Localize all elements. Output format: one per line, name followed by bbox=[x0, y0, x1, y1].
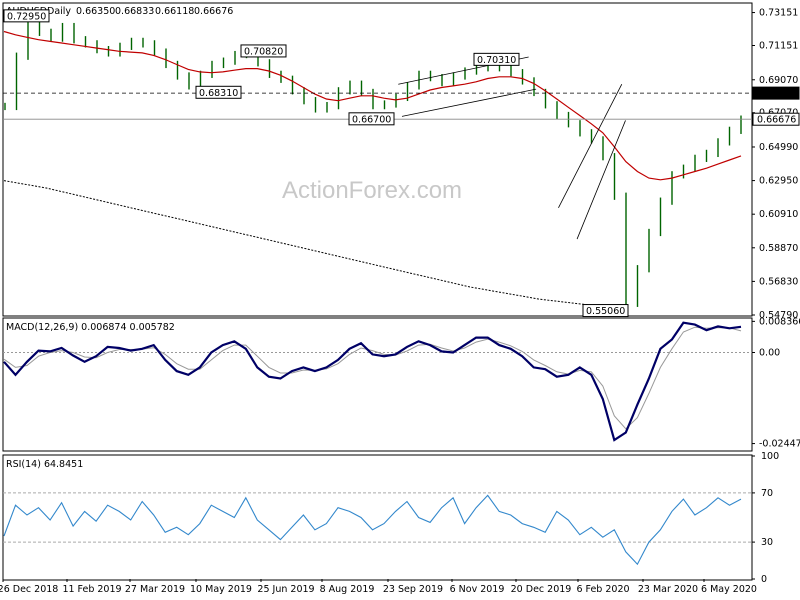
watermark: ActionForex.com bbox=[282, 177, 462, 204]
annotation-label: 0.66700 bbox=[352, 114, 391, 125]
annotation-box bbox=[582, 304, 629, 318]
x-tick-label: 11 Feb 2019 bbox=[62, 584, 121, 595]
rsi-line bbox=[3, 494, 742, 566]
x-tick-label: 23 Mar 2020 bbox=[638, 584, 698, 595]
long-ma-line bbox=[3, 180, 611, 308]
annotation-box bbox=[195, 85, 242, 99]
annotation-box bbox=[348, 112, 395, 126]
trend-line bbox=[558, 84, 623, 208]
price-tick-label: 0.62950 bbox=[759, 176, 798, 187]
x-tick-label: 6 Nov 2019 bbox=[450, 584, 505, 595]
rsi-tick-label: 0 bbox=[761, 574, 767, 585]
macd-tick-label: 0.008366 bbox=[759, 316, 800, 327]
high-value: 0.66833 bbox=[115, 6, 154, 17]
x-tick-label: 8 Aug 2019 bbox=[320, 584, 375, 595]
price-tick-label: 0.56830 bbox=[759, 276, 798, 287]
price-annotations: 0.72950 0.70820 0.68310 0.66700 0.70310 0.550… bbox=[3, 9, 629, 318]
annotation-box bbox=[3, 9, 50, 23]
macd-tick-label: 0.00 bbox=[759, 347, 780, 358]
price-tag-label: 0.68260 bbox=[757, 89, 796, 100]
annotation-box bbox=[240, 44, 287, 58]
price-tick-label: 0.73151 bbox=[759, 8, 798, 19]
x-tick-label: 6 May 2020 bbox=[701, 584, 757, 595]
low-value: 0.66118 bbox=[155, 6, 194, 17]
annotation-label: 0.55060 bbox=[586, 306, 625, 317]
price-tag-box bbox=[752, 112, 800, 126]
close-value: 0.66676 bbox=[194, 6, 233, 17]
price-tick-label: 0.58870 bbox=[759, 243, 798, 254]
macd-main-line bbox=[3, 321, 742, 442]
annotation-label: 0.70310 bbox=[477, 55, 516, 66]
x-tick-label: 20 Dec 2019 bbox=[511, 584, 572, 595]
price-tick-label: 0.64990 bbox=[759, 142, 798, 153]
trend-line bbox=[401, 88, 537, 117]
price-tag-label: 0.66676 bbox=[757, 115, 796, 126]
rsi-tick-label: 30 bbox=[761, 537, 773, 548]
rsi-tick-label: 70 bbox=[761, 488, 773, 499]
price-tick-label: 0.71151 bbox=[759, 40, 798, 51]
price-tick-label: 0.60910 bbox=[759, 209, 798, 220]
x-axis-labels: 26 Dec 2018 11 Feb 2019 27 Mar 2019 10 May … bbox=[0, 579, 757, 595]
open-value: 0.66350 bbox=[76, 6, 115, 17]
rsi-lines bbox=[3, 494, 742, 566]
x-tick-label: 23 Sep 2019 bbox=[383, 584, 443, 595]
macd-label: MACD(12,26,9) 0.006874 0.005782 bbox=[6, 322, 175, 333]
macd-lines bbox=[3, 321, 742, 442]
price-panel-frame bbox=[2, 2, 753, 317]
annotation-label: 0.70820 bbox=[244, 46, 283, 57]
rsi-tick-label: 100 bbox=[761, 451, 779, 462]
price-tag-box bbox=[752, 86, 800, 100]
x-tick-label: 25 Jun 2019 bbox=[257, 584, 314, 595]
price-tick-label: 0.54790 bbox=[759, 310, 798, 321]
trend-line bbox=[576, 120, 626, 240]
rsi-axis-ticks: 100 70 30 0 bbox=[3, 451, 779, 585]
rsi-panel-frame bbox=[2, 454, 753, 581]
annotation-label: 0.68310 bbox=[199, 88, 238, 99]
annotation-label: 0.72950 bbox=[7, 11, 46, 22]
x-tick-label: 26 Dec 2018 bbox=[0, 584, 58, 595]
rsi-label: RSI(14) 64.8451 bbox=[6, 459, 83, 470]
timeframe-label: Daily bbox=[47, 6, 71, 17]
x-tick-label: 10 May 2019 bbox=[190, 584, 252, 595]
ma-line bbox=[3, 30, 742, 181]
x-tick-label: 27 Mar 2019 bbox=[125, 584, 185, 595]
macd-panel-frame bbox=[2, 317, 753, 452]
annotation-box bbox=[473, 52, 520, 66]
x-tick-label: 6 Feb 2020 bbox=[576, 584, 629, 595]
price-tick-label: 0.69070 bbox=[759, 75, 798, 86]
